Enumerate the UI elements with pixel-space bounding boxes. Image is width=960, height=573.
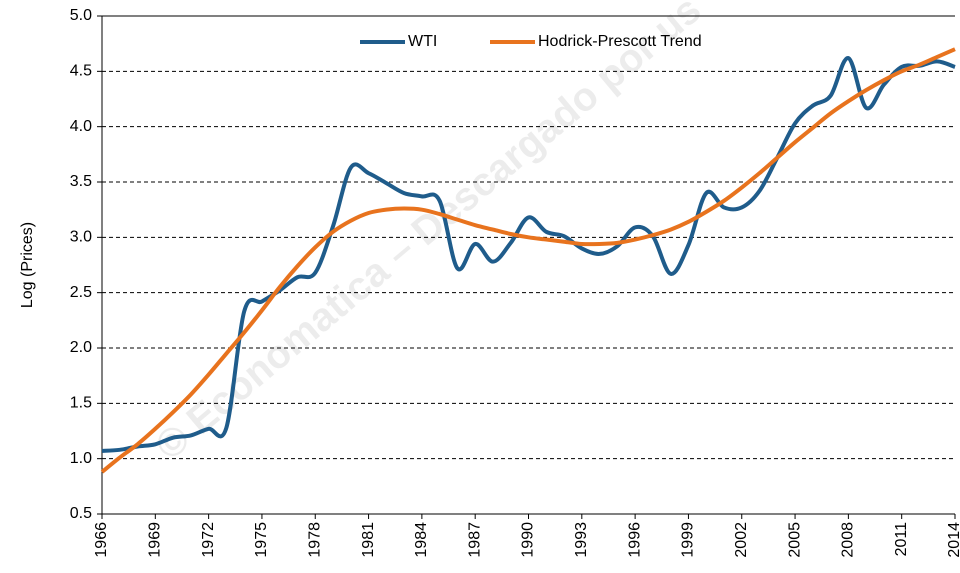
legend-label: WTI xyxy=(408,33,437,50)
x-tick-label: 1999 xyxy=(680,522,697,558)
x-tick-label: 1972 xyxy=(200,522,217,558)
line-series xyxy=(101,56,956,453)
y-tick-label: 2.5 xyxy=(70,284,92,301)
y-tick-label: 4.0 xyxy=(70,118,92,135)
x-tick-label: 1993 xyxy=(573,522,590,558)
x-tick-label: 1984 xyxy=(413,522,430,558)
x-tick-label: 2011 xyxy=(893,522,910,557)
y-tick-label: 1.5 xyxy=(70,395,92,412)
x-tick-label: 1990 xyxy=(520,522,537,558)
y-tick-label: 0.5 xyxy=(70,505,92,522)
x-tick-label: 1969 xyxy=(147,522,164,558)
x-tick-label: 1987 xyxy=(466,522,483,558)
line-series xyxy=(100,47,956,474)
x-tick-label: 1996 xyxy=(626,522,643,558)
y-tick-label: 1.0 xyxy=(70,450,92,467)
x-tick-label: 1975 xyxy=(253,522,270,558)
x-tick-label: 1978 xyxy=(306,522,323,558)
x-tick-label: 2008 xyxy=(840,522,857,558)
x-tick-label: 1981 xyxy=(360,522,377,558)
y-axis-title: Log (Prices) xyxy=(19,222,36,308)
x-tick-label: 1966 xyxy=(93,522,110,558)
y-tick-label: 5.0 xyxy=(70,7,92,24)
y-tick-label: 2.0 xyxy=(70,339,92,356)
y-tick-label: 3.5 xyxy=(70,173,92,190)
x-tick-label: 2002 xyxy=(733,522,750,558)
y-tick-label: 3.0 xyxy=(70,229,92,246)
x-tick-label: 2014 xyxy=(946,522,960,558)
x-tick-label: 2005 xyxy=(786,522,803,558)
legend-label: Hodrick-Prescott Trend xyxy=(538,33,702,50)
y-tick-label: 4.5 xyxy=(70,63,92,80)
